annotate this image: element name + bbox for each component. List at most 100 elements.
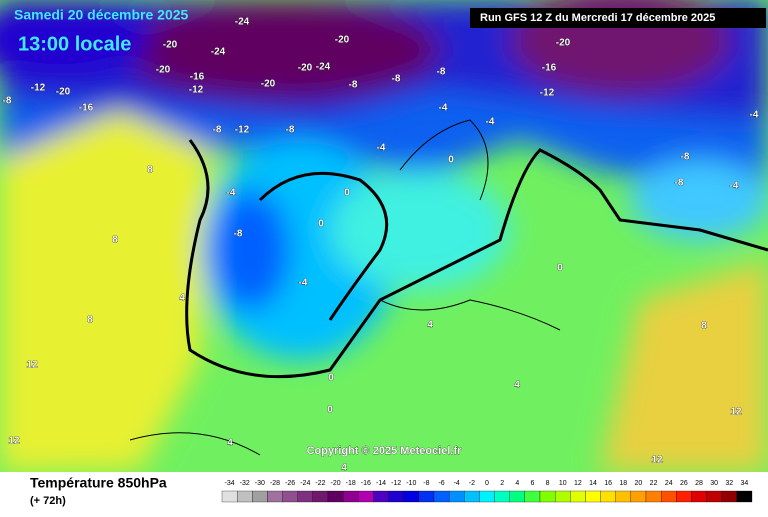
contour-label: -16 [190, 72, 205, 83]
contour-label: 8 [112, 235, 118, 246]
legend-label: 20 [635, 480, 643, 487]
valid-time: 13:00 locale [18, 33, 131, 55]
legend-label: -2 [469, 480, 475, 487]
legend-label: -4 [454, 480, 460, 487]
legend-swatch [252, 490, 268, 503]
contour-label: -8 [437, 67, 446, 78]
legend-label: -26 [285, 480, 295, 487]
legend-label: -22 [315, 480, 325, 487]
contour-label: 12 [26, 360, 38, 371]
legend-label: 0 [485, 480, 489, 487]
legend-label: 24 [665, 480, 673, 487]
contour-label: -8 [286, 125, 295, 136]
legend-swatch [342, 490, 359, 503]
legend-swatch [676, 490, 692, 503]
legend-label: 16 [604, 480, 612, 487]
field-title: Température 850hPa [30, 475, 167, 491]
legend-label: -24 [300, 480, 310, 487]
contour-label: 8 [87, 315, 93, 326]
contour-label: 0 [318, 219, 324, 230]
legend-label: -14 [376, 480, 386, 487]
legend-swatch [403, 490, 420, 503]
contour-label: 8 [147, 165, 153, 176]
legend: -34 -32 -30 -28 -26 -24 -22 -20 -18 -16 -14 -12 -10-… [221, 480, 753, 503]
copyright: Copyright © 2025 Meteociel.fr [307, 445, 463, 457]
legend-label: 26 [680, 480, 688, 487]
legend-swatch [358, 490, 374, 503]
legend-swatch [236, 490, 253, 503]
contour-label: -8 [3, 96, 12, 107]
contour-label: -12 [189, 85, 204, 96]
legend-label: -18 [346, 480, 356, 487]
temperature-field [0, 0, 768, 472]
legend-swatch [524, 490, 541, 503]
contour-label: 4 [341, 463, 347, 474]
legend-label: 8 [546, 480, 550, 487]
contour-label: -4 [750, 110, 759, 121]
contour-label: -8 [392, 74, 401, 85]
legend-swatch [570, 490, 586, 503]
contour-label: 0 [557, 263, 563, 274]
legend-label: -28 [270, 480, 280, 487]
contour-label: -20 [163, 40, 178, 51]
legend-swatch [645, 490, 662, 503]
contour-label: -24 [316, 62, 331, 73]
contour-label: 0 [344, 188, 350, 199]
legend-label: -6 [438, 480, 444, 487]
contour-label: 4 [179, 293, 185, 304]
legend-label: 6 [530, 480, 534, 487]
legend-label: 34 [741, 480, 749, 487]
legend-label: -10 [406, 480, 416, 487]
contour-label: 12 [8, 436, 20, 447]
valid-date: Samedi 20 décembre 2025 [14, 7, 189, 23]
legend-swatch [448, 490, 465, 503]
contour-label: 0 [328, 373, 334, 384]
contour-label: -8 [349, 80, 358, 91]
contour-label: -12 [540, 88, 555, 99]
contour-label: -24 [235, 17, 250, 28]
legend-swatch [660, 490, 677, 503]
legend-swatch [479, 490, 495, 503]
contour-label: -12 [31, 83, 46, 94]
contour-label: 12 [651, 455, 663, 466]
legend-swatch [615, 490, 632, 503]
contour-label: -20 [556, 38, 571, 49]
legend-swatch [539, 490, 556, 503]
contour-label: -20 [335, 35, 350, 46]
contour-label: 8 [701, 321, 707, 332]
legend-label: -12 [391, 480, 401, 487]
contour-label: -4 [439, 103, 448, 114]
legend-swatch [221, 490, 238, 503]
legend-swatch [388, 490, 404, 503]
zero-contour [185, 139, 768, 379]
contour-label: 0 [327, 405, 333, 416]
legend-swatch [373, 490, 389, 503]
contour-label: -8 [675, 178, 684, 189]
legend-label: 12 [574, 480, 582, 487]
legend-swatch [494, 490, 510, 503]
contour-label: -4 [227, 188, 236, 199]
contour-label: 0 [448, 155, 454, 166]
legend-swatch [312, 490, 329, 503]
legend-label: 28 [695, 480, 703, 487]
legend-swatch [706, 490, 722, 503]
legend-swatch [721, 490, 738, 503]
contour-label: -20 [298, 63, 313, 74]
legend-swatch [418, 490, 435, 503]
legend-swatch [282, 490, 298, 503]
run-box [470, 8, 766, 28]
contour-label: 12 [730, 407, 742, 418]
legend-label: 32 [725, 480, 733, 487]
contour-label: 4 [514, 380, 520, 391]
contour-label: -16 [542, 63, 557, 74]
legend-label: 30 [710, 480, 718, 487]
legend-label: -32 [240, 480, 250, 487]
legend-swatch [554, 490, 571, 503]
contour-label: -20 [56, 87, 71, 98]
legend-swatch [327, 490, 344, 503]
contour-label: 4 [427, 320, 433, 331]
legend-label: -20 [331, 480, 341, 487]
contour-label: -12 [235, 125, 250, 136]
legend-swatch [509, 490, 526, 503]
